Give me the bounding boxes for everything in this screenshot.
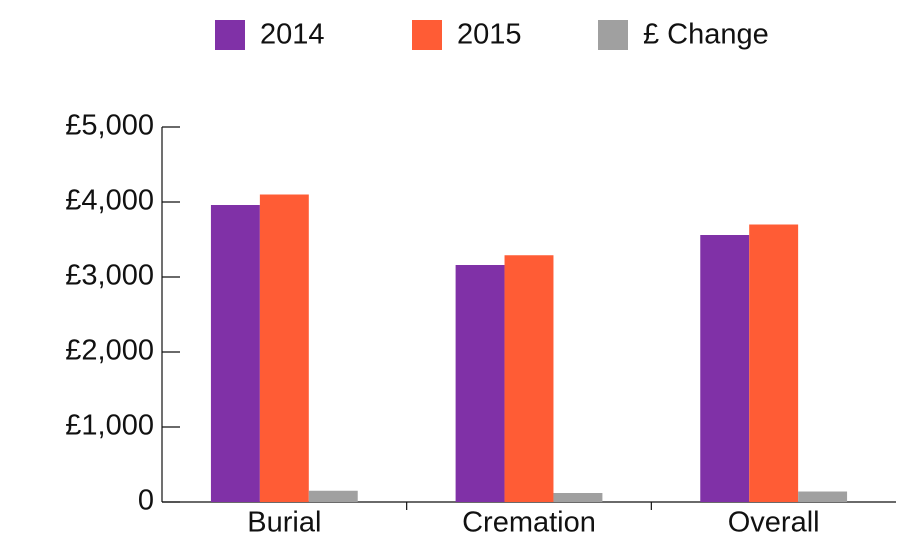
legend-label: 2015 (457, 19, 522, 51)
bar (455, 265, 505, 502)
legend-swatch (412, 20, 442, 50)
bar (259, 194, 309, 502)
y-tick-label: £1,000 (65, 410, 154, 442)
legend-swatch (598, 20, 628, 50)
y-tick-label: £5,000 (65, 110, 154, 142)
bar (749, 224, 799, 502)
bar (210, 205, 260, 502)
x-tick-label: Burial (247, 507, 321, 539)
bar (700, 235, 750, 502)
y-tick-label: £3,000 (65, 260, 154, 292)
bar (553, 493, 603, 502)
legend-label: £ Change (643, 19, 769, 51)
bar (308, 490, 358, 502)
legend-label: 2014 (260, 19, 325, 51)
y-tick-label: 0 (138, 485, 154, 517)
bar (504, 255, 554, 502)
bar (798, 491, 848, 502)
y-tick-label: £2,000 (65, 335, 154, 367)
legend-swatch (215, 20, 245, 50)
x-tick-label: Cremation (462, 507, 596, 539)
x-tick-label: Overall (728, 507, 820, 539)
y-tick-label: £4,000 (65, 185, 154, 217)
